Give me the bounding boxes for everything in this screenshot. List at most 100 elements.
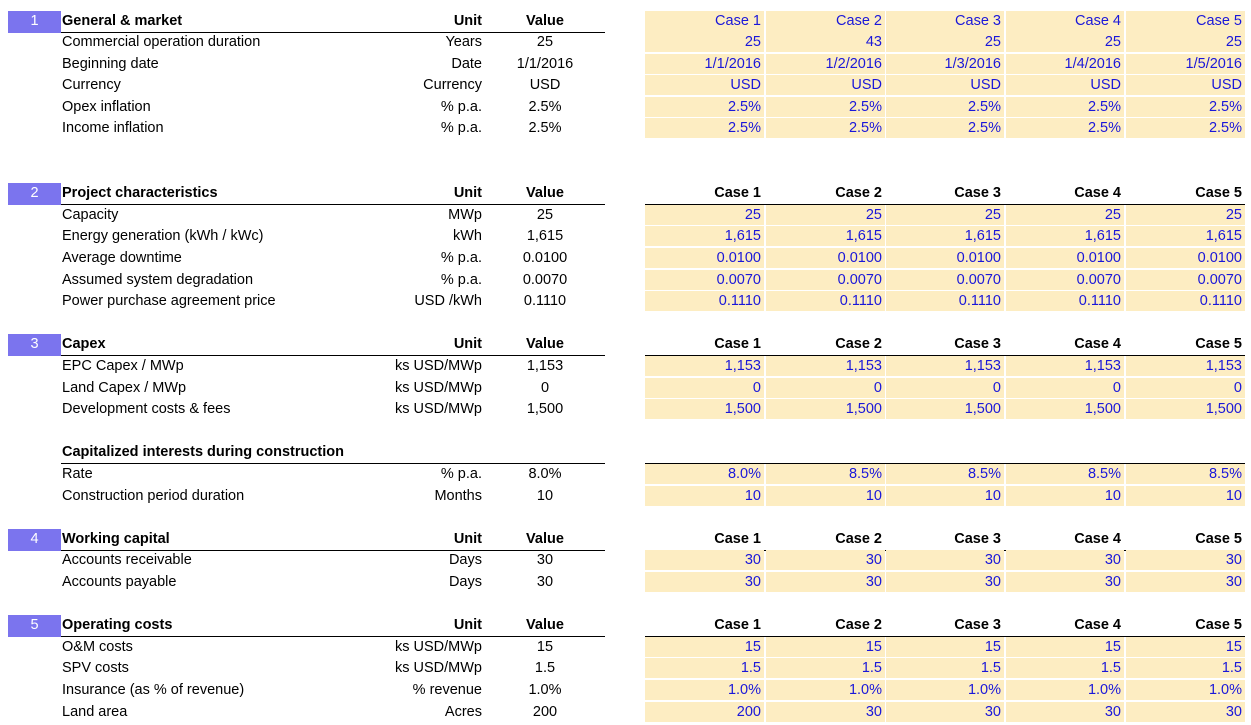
row-value[interactable]: 0.1110 [523,293,567,309]
case-5-cell[interactable]: 0.0100 [1126,248,1245,268]
case-2-cell[interactable]: USD [766,75,885,95]
case-1-cell[interactable]: 1.5 [645,658,764,678]
case-3-cell[interactable]: 2.5% [886,118,1004,138]
case-1-cell[interactable]: 1,615 [645,226,764,246]
case-1-cell[interactable]: 0.0070 [645,270,764,290]
case-4-cell[interactable]: 10 [1006,486,1124,506]
case-1-cell[interactable]: 2.5% [645,118,764,138]
case-4-cell[interactable]: 25 [1006,32,1124,52]
case-1-cell[interactable]: 1/1/2016 [645,54,764,74]
row-value[interactable]: 2.5% [528,99,562,115]
case-2-cell[interactable]: 0.0070 [766,270,885,290]
case-4-cell[interactable]: 15 [1006,637,1124,657]
case-1-cell[interactable]: 0.1110 [645,291,764,311]
case-3-cell[interactable]: 8.5% [886,464,1004,484]
case-1-cell[interactable]: 15 [645,637,764,657]
case-5-cell[interactable]: USD [1126,75,1245,95]
case-2-cell[interactable]: 15 [766,637,885,657]
case-4-cell[interactable]: USD [1006,75,1124,95]
case-5-cell[interactable]: 8.5% [1126,464,1245,484]
case-4-cell[interactable]: 1,500 [1006,399,1124,419]
case-2-cell[interactable]: 1,500 [766,399,885,419]
case-5-cell[interactable]: 30 [1126,572,1245,592]
case-4-cell[interactable]: 1/4/2016 [1006,54,1124,74]
case-4-cell[interactable]: 8.5% [1006,464,1124,484]
case-5-cell[interactable]: 0.1110 [1126,291,1245,311]
case-1-cell[interactable]: 8.0% [645,464,764,484]
row-value[interactable]: 8.0% [528,466,562,482]
case-2-cell[interactable]: 1,615 [766,226,885,246]
case-3-cell[interactable]: 15 [886,637,1004,657]
case-1-cell[interactable]: 25 [645,205,764,225]
case-3-cell[interactable]: 30 [886,572,1004,592]
case-5-cell[interactable]: 1,500 [1126,399,1245,419]
row-value[interactable]: 10 [536,488,554,504]
case-5-cell[interactable]: 2.5% [1126,118,1245,138]
case-2-cell[interactable]: 2.5% [766,118,885,138]
case-5-cell[interactable]: 1,153 [1126,356,1245,376]
row-value[interactable]: 30 [536,574,554,590]
case-1-cell[interactable]: 30 [645,550,764,570]
row-value[interactable]: USD [529,77,561,93]
case-2-cell[interactable]: 1.0% [766,680,885,700]
row-value[interactable]: 200 [532,704,558,720]
case-1-cell[interactable]: 0.0100 [645,248,764,268]
case-4-cell[interactable]: 1,153 [1006,356,1124,376]
row-value[interactable]: 25 [536,34,554,50]
case-4-cell[interactable]: 1.0% [1006,680,1124,700]
row-value[interactable]: 0 [540,380,550,396]
case-2-cell[interactable]: 2.5% [766,97,885,117]
case-2-cell[interactable]: 30 [766,572,885,592]
case-1-cell[interactable]: 1.0% [645,680,764,700]
case-4-cell[interactable]: 0.0100 [1006,248,1124,268]
case-5-cell[interactable]: 1/5/2016 [1126,54,1245,74]
case-5-cell[interactable]: 0 [1126,378,1245,398]
case-1-cell[interactable]: 200 [645,702,764,722]
case-3-cell[interactable]: 25 [886,32,1004,52]
case-3-cell[interactable]: 1,615 [886,226,1004,246]
case-1-cell[interactable]: 2.5% [645,97,764,117]
case-5-cell[interactable]: 30 [1126,702,1245,722]
case-1-cell[interactable]: 25 [645,32,764,52]
case-2-cell[interactable]: 30 [766,550,885,570]
case-2-cell[interactable]: 8.5% [766,464,885,484]
case-5-cell[interactable]: 1.5 [1126,658,1245,678]
case-2-cell[interactable]: 0.0100 [766,248,885,268]
case-5-cell[interactable]: 1.0% [1126,680,1245,700]
row-value[interactable]: 1.5 [534,660,556,676]
case-3-cell[interactable]: USD [886,75,1004,95]
case-1-cell[interactable]: 30 [645,572,764,592]
case-4-cell[interactable]: 0.1110 [1006,291,1124,311]
case-2-cell[interactable]: 0.1110 [766,291,885,311]
case-4-cell[interactable]: 2.5% [1006,118,1124,138]
row-value[interactable]: 30 [536,552,554,568]
case-4-cell[interactable]: 1.5 [1006,658,1124,678]
case-5-cell[interactable]: 30 [1126,550,1245,570]
row-value[interactable]: 1,615 [526,228,564,244]
case-3-cell[interactable]: 2.5% [886,97,1004,117]
row-value[interactable]: 2.5% [528,120,562,136]
case-3-cell[interactable]: 10 [886,486,1004,506]
case-4-cell[interactable]: 25 [1006,205,1124,225]
case-3-cell[interactable]: 1,500 [886,399,1004,419]
case-3-cell[interactable]: 0.1110 [886,291,1004,311]
row-value[interactable]: 0.0100 [522,250,568,266]
case-1-cell[interactable]: 10 [645,486,764,506]
row-value[interactable]: 15 [536,639,554,655]
case-1-cell[interactable]: 1,500 [645,399,764,419]
row-value[interactable]: 1/1/2016 [516,56,574,72]
case-2-cell[interactable]: 0 [766,378,885,398]
row-value[interactable]: 1.0% [528,682,562,698]
case-3-cell[interactable]: 0 [886,378,1004,398]
case-2-cell[interactable]: 1,153 [766,356,885,376]
case-2-cell[interactable]: 25 [766,205,885,225]
case-2-cell[interactable]: 10 [766,486,885,506]
case-2-cell[interactable]: 1.5 [766,658,885,678]
case-5-cell[interactable]: 10 [1126,486,1245,506]
case-4-cell[interactable]: 30 [1006,702,1124,722]
case-3-cell[interactable]: 1,153 [886,356,1004,376]
case-5-cell[interactable]: 2.5% [1126,97,1245,117]
case-3-cell[interactable]: 30 [886,550,1004,570]
case-4-cell[interactable]: 0 [1006,378,1124,398]
case-2-cell[interactable]: 43 [766,32,885,52]
